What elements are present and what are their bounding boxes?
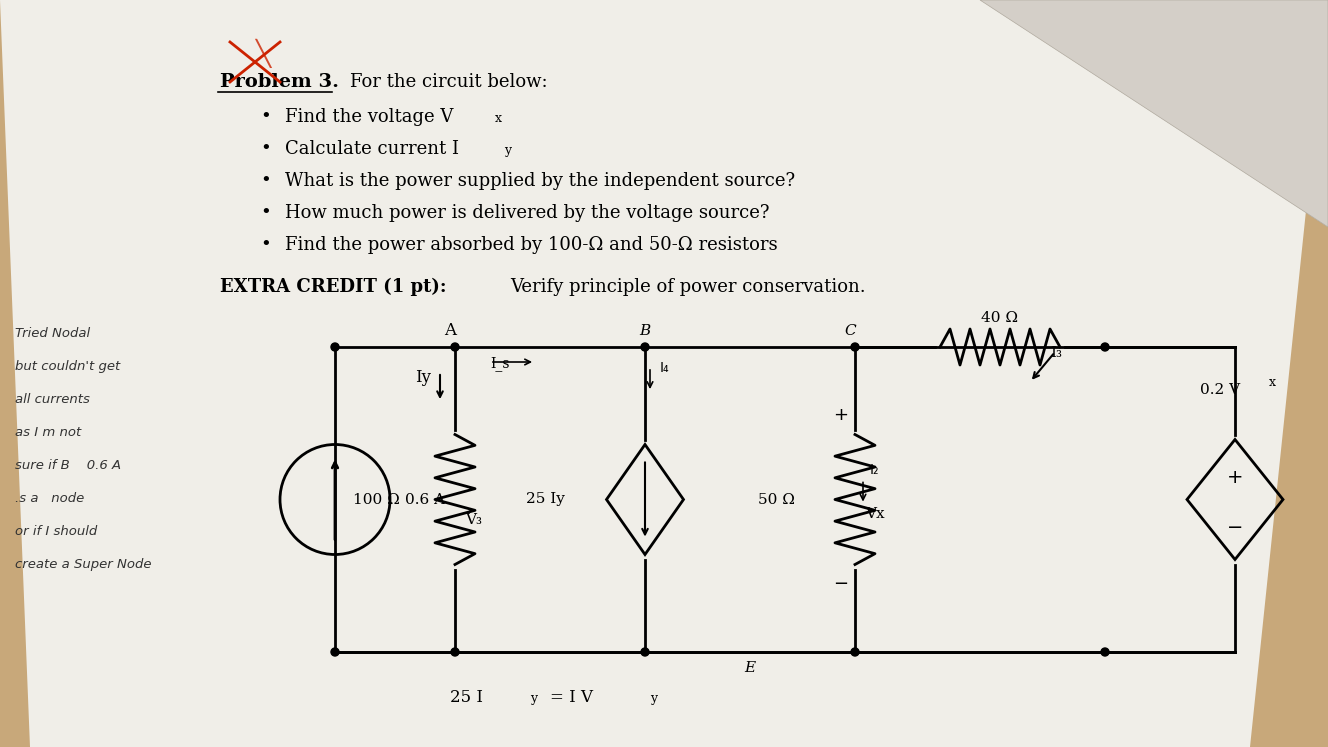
Text: +: +	[1227, 468, 1243, 487]
Text: Find the voltage V: Find the voltage V	[286, 108, 453, 126]
Text: = I V: = I V	[550, 689, 594, 706]
Circle shape	[1101, 648, 1109, 656]
Text: 25 I: 25 I	[450, 689, 483, 706]
Text: −: −	[1227, 518, 1243, 537]
Polygon shape	[980, 0, 1328, 227]
Text: 50 Ω: 50 Ω	[758, 492, 795, 506]
Text: y: y	[505, 144, 511, 157]
Text: y: y	[649, 692, 657, 705]
Text: x: x	[494, 112, 502, 125]
Text: +: +	[833, 406, 849, 424]
Text: 25 Iy: 25 Iy	[526, 492, 564, 506]
Text: A: A	[444, 322, 456, 339]
Text: V₃: V₃	[465, 512, 482, 527]
Text: −: −	[833, 575, 849, 594]
Text: •: •	[260, 236, 271, 254]
Text: but couldn't get: but couldn't get	[15, 360, 121, 373]
Text: EXTRA CREDIT (1 pt):: EXTRA CREDIT (1 pt):	[220, 278, 446, 296]
Text: Tried Nodal: Tried Nodal	[15, 327, 90, 340]
Text: Find the power absorbed by 100-Ω and 50-Ω resistors: Find the power absorbed by 100-Ω and 50-…	[286, 236, 778, 254]
Polygon shape	[980, 0, 1328, 227]
Text: Verify principle of power conservation.: Verify principle of power conservation.	[510, 278, 866, 296]
Text: y: y	[530, 692, 537, 705]
Text: •: •	[260, 172, 271, 190]
Text: or if I should: or if I should	[15, 525, 97, 538]
Text: B: B	[639, 324, 651, 338]
Circle shape	[851, 343, 859, 351]
Text: sure if B    0.6 A: sure if B 0.6 A	[15, 459, 121, 472]
Text: ╲: ╲	[255, 39, 270, 68]
Text: Vx: Vx	[865, 507, 884, 521]
Circle shape	[331, 648, 339, 656]
Text: 0.2 V: 0.2 V	[1201, 382, 1240, 397]
Text: all currents: all currents	[15, 393, 90, 406]
Text: I₃: I₃	[1050, 346, 1062, 360]
Text: 0.6 A: 0.6 A	[405, 492, 445, 506]
Text: 100 Ω: 100 Ω	[353, 492, 400, 506]
Circle shape	[331, 343, 339, 351]
Circle shape	[452, 648, 459, 656]
Text: I₂: I₂	[870, 463, 879, 477]
Text: E: E	[745, 661, 756, 675]
Text: as I m not: as I m not	[15, 426, 81, 439]
Text: I_s: I_s	[490, 356, 510, 371]
Circle shape	[452, 343, 459, 351]
Text: •: •	[260, 204, 271, 222]
Text: •: •	[260, 108, 271, 126]
Text: Calculate current I: Calculate current I	[286, 140, 459, 158]
Circle shape	[641, 648, 649, 656]
Circle shape	[1101, 343, 1109, 351]
Text: Iy: Iy	[414, 369, 432, 386]
Text: How much power is delivered by the voltage source?: How much power is delivered by the volta…	[286, 204, 769, 222]
Text: What is the power supplied by the independent source?: What is the power supplied by the indepe…	[286, 172, 795, 190]
Text: x: x	[1268, 376, 1275, 389]
Text: Problem 3.: Problem 3.	[220, 73, 339, 91]
Text: For the circuit below:: For the circuit below:	[351, 73, 547, 91]
Circle shape	[641, 343, 649, 351]
Text: .s a   node: .s a node	[15, 492, 84, 505]
Text: •: •	[260, 140, 271, 158]
Text: C: C	[845, 324, 855, 338]
Circle shape	[851, 648, 859, 656]
Text: I₄: I₄	[660, 361, 669, 375]
Text: create a Super Node: create a Super Node	[15, 558, 151, 571]
Text: 40 Ω: 40 Ω	[981, 311, 1019, 325]
